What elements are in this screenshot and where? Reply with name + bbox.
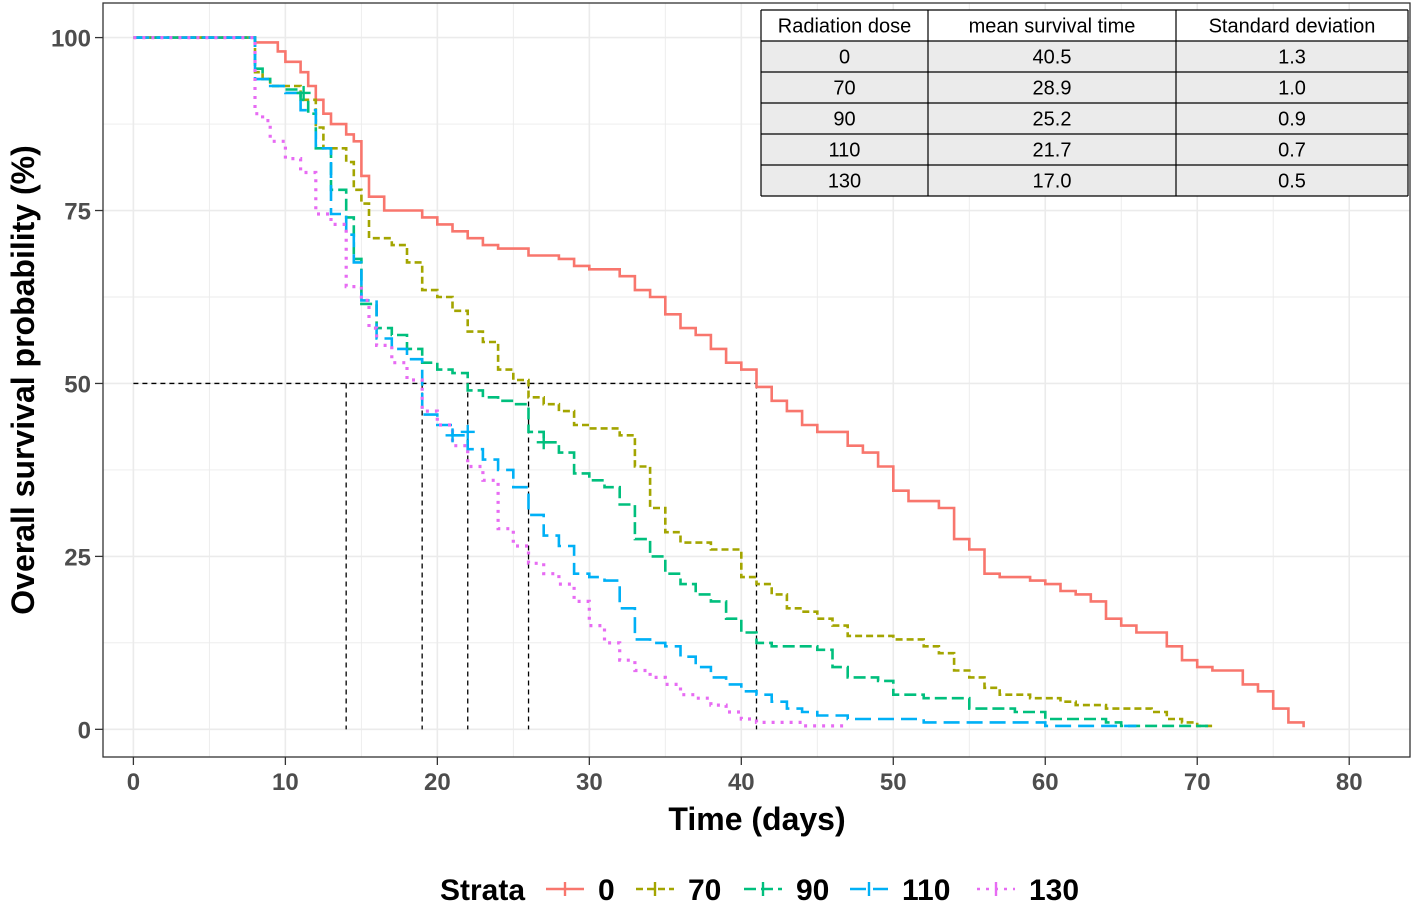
- survival-curve-70: [133, 36, 1213, 728]
- legend-label: 90: [796, 874, 829, 905]
- table-body-fill: [761, 41, 1408, 196]
- censor-marks: [296, 85, 551, 450]
- table-cell: 17.0: [1033, 171, 1072, 193]
- table-cell: 21.7: [1033, 140, 1072, 162]
- y-tick-label: 75: [64, 199, 91, 226]
- survival-curve-0: [133, 36, 1305, 728]
- y-tick-label: 100: [51, 26, 91, 53]
- survival-curve-110: [133, 36, 1137, 728]
- x-tick-label: 0: [127, 769, 140, 796]
- table-cell: 70: [833, 78, 855, 100]
- table-cell: 1.3: [1278, 47, 1306, 69]
- table-header-cell: Radiation dose: [778, 16, 911, 38]
- censor-mark-110: [460, 424, 475, 439]
- legend-label: 110: [902, 874, 950, 905]
- legend-item-130: 130: [977, 874, 1079, 905]
- table-cell: 110: [829, 140, 861, 162]
- table-cell: 0.5: [1278, 171, 1306, 193]
- x-tick-label: 60: [1032, 769, 1059, 796]
- x-tick-label: 30: [576, 769, 603, 796]
- survival-curves: [133, 35, 1305, 728]
- censor-mark-90: [296, 85, 311, 100]
- censor-mark-90: [536, 435, 551, 450]
- x-tick-label: 20: [424, 769, 451, 796]
- legend: Strata 0 70 90 110 130: [440, 874, 1079, 905]
- table-cell: 0: [839, 47, 850, 69]
- y-tick-label: 25: [64, 544, 91, 571]
- legend-label: 0: [598, 874, 615, 905]
- x-axis-title: Time (days): [668, 801, 845, 837]
- censor-mark-110: [445, 428, 460, 443]
- x-tick-label: 40: [728, 769, 755, 796]
- legend-item-90: 90: [744, 874, 829, 905]
- y-tick-label: 0: [78, 717, 91, 744]
- x-tick-label: 50: [880, 769, 907, 796]
- table-cell: 28.9: [1033, 78, 1072, 100]
- table-cell: 1.0: [1278, 78, 1306, 100]
- table-header-fill: [761, 10, 1408, 41]
- y-axis-title: Overall survival probability (%): [5, 145, 41, 614]
- x-tick-label: 70: [1184, 769, 1211, 796]
- median-reference-lines: [133, 382, 758, 730]
- y-tick-label: 50: [64, 371, 91, 398]
- legend-label: 130: [1029, 874, 1079, 905]
- table-header-cell: mean survival time: [969, 16, 1136, 38]
- table-cell: 90: [833, 109, 855, 131]
- survival-curve-90: [133, 36, 1213, 728]
- x-tick-label: 80: [1336, 769, 1363, 796]
- table-header-cell: Standard deviation: [1209, 16, 1376, 38]
- legend-label: 70: [688, 874, 721, 905]
- plot-panel-border: [102, 2, 1411, 758]
- table-cell: 25.2: [1033, 109, 1072, 131]
- table-cell: 40.5: [1033, 47, 1072, 69]
- legend-item-0: 0: [546, 874, 615, 905]
- x-tick-label: 10: [272, 769, 299, 796]
- table-cell: 0.9: [1278, 109, 1306, 131]
- legend-item-70: 70: [636, 874, 721, 905]
- legend-title: Strata: [440, 874, 525, 905]
- legend-item-110: 110: [850, 874, 950, 905]
- table-cell: 130: [828, 171, 861, 193]
- axes: 0 10 20 30 40 50 60 70 80 0 25 50 75 100: [51, 26, 1363, 796]
- inset-table: Radiation dose mean survival time Standard…: [760, 9, 1409, 197]
- table-cell: 0.7: [1278, 140, 1306, 162]
